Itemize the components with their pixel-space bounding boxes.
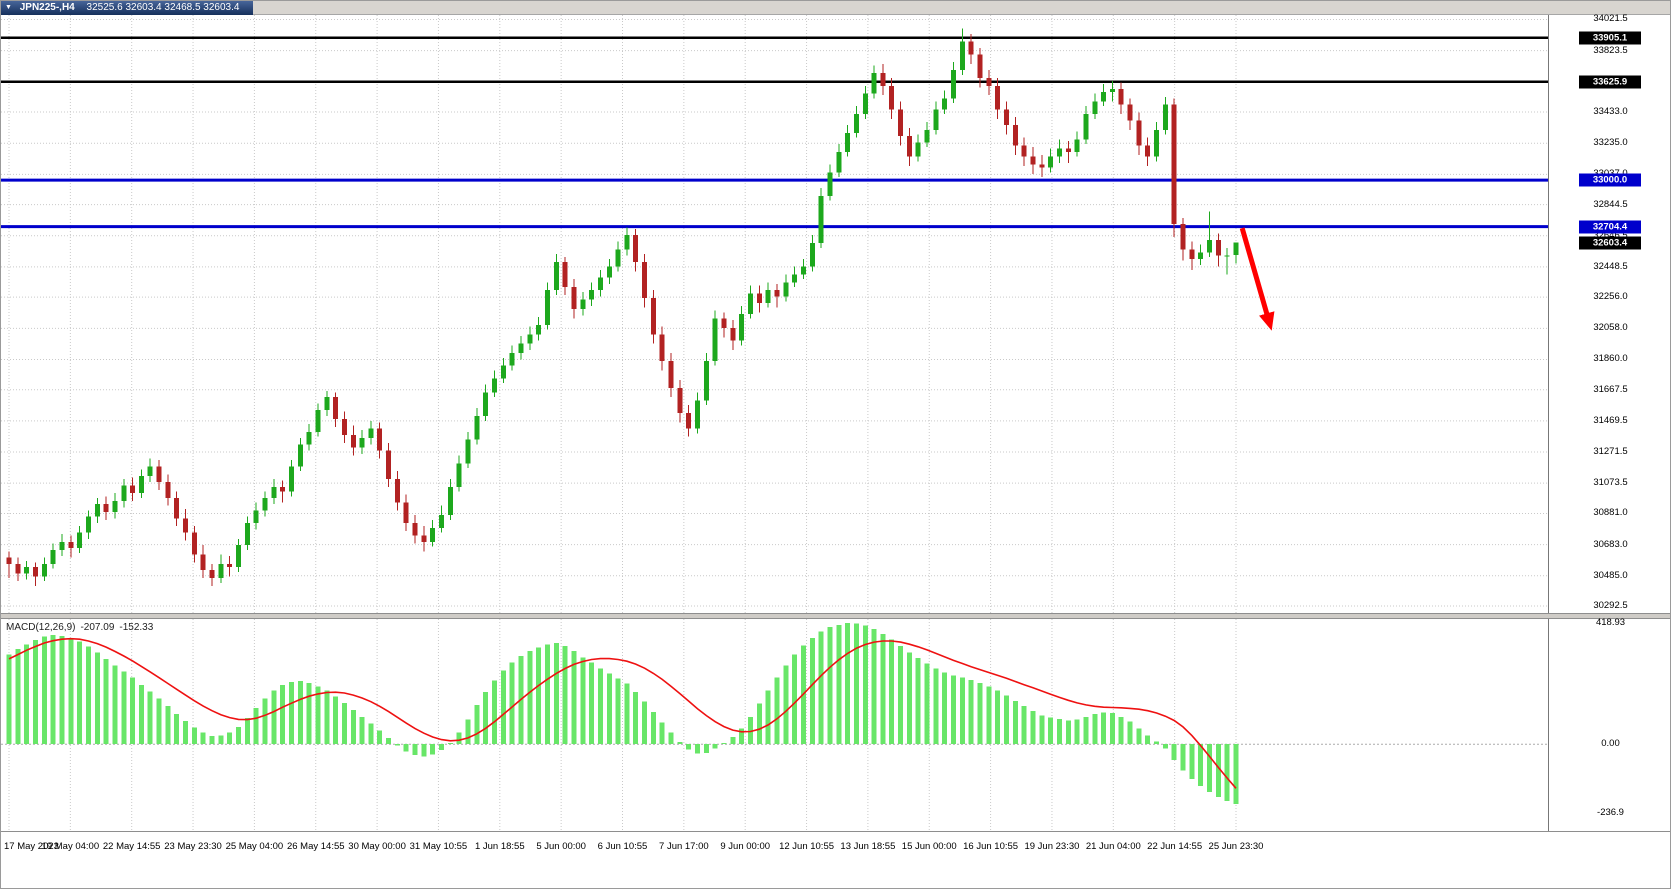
macd-canvas[interactable]: [1, 619, 1549, 831]
price-tick-label: 31667.5: [1593, 383, 1628, 395]
price-tick-label: 33433.0: [1593, 106, 1628, 118]
price-tick-label: 32844.5: [1593, 198, 1628, 210]
price-tick-label: 32646.5: [1549, 230, 1670, 241]
chart-titlebar[interactable]: ▼ JPN225-,H4 32525.6 32603.4 32468.5 326…: [1, 1, 1670, 15]
time-axis-label: 9 Jun 00:00: [720, 841, 771, 852]
price-grid: [1, 15, 1549, 613]
price-chart-pane: 34021.533823.533625.533433.033235.033037…: [1, 13, 1670, 613]
price-line-tag: 33000.0: [1579, 173, 1641, 187]
price-axis[interactable]: 34021.533823.533625.533433.033235.033037…: [1549, 13, 1670, 613]
time-axis-label: 22 Jun 14:55: [1147, 841, 1203, 852]
time-axis-label: 5 Jun 00:00: [536, 841, 586, 852]
macd-signal-line: [8, 637, 1237, 789]
time-axis-label: 19 May 04:00: [41, 841, 100, 852]
price-tick-label: 31073.5: [1593, 477, 1628, 489]
time-axis-label: 6 Jun 10:55: [597, 841, 648, 852]
price-tick-label: 33235.0: [1593, 137, 1628, 149]
down-arrow-annotation[interactable]: [1239, 227, 1275, 331]
price-chart-canvas[interactable]: [1, 15, 1549, 613]
price-tick-label: 30292.5: [1593, 600, 1628, 611]
price-tick-label: 32448.5: [1593, 260, 1628, 272]
time-axis-label: 17 May 2023: [4, 841, 59, 852]
chart-ohlc-readout: 32525.6 32603.4 32468.5 32603.4: [86, 2, 240, 13]
time-axis-label: 25 Jun 23:30: [1208, 841, 1264, 852]
macd-tick-label: 418.93: [1595, 617, 1626, 629]
current-price-tag: 32603.4: [1579, 236, 1641, 250]
time-axis-label: 25 May 04:00: [225, 841, 284, 852]
time-axis-label: 22 May 14:55: [102, 841, 161, 852]
price-tick-label: 31271.5: [1593, 446, 1628, 458]
price-tick-label: 31469.5: [1593, 414, 1628, 426]
chart-menu-icon[interactable]: ▼: [5, 4, 12, 11]
macd-histogram: [6, 623, 1239, 805]
macd-name: MACD(12,26,9): [6, 622, 76, 633]
horizontal-level-lines[interactable]: [1, 36, 1549, 229]
time-axis-label: 16 Jun 10:55: [963, 841, 1019, 852]
macd-pane: 418.93 0.00 -236.9 MACD(12,26,9) -207.09 -15…: [1, 617, 1670, 831]
time-axis-label: 21 Jun 04:00: [1085, 841, 1141, 852]
price-tick-label: 30683.0: [1593, 538, 1628, 550]
time-axis-label: 30 May 00:00: [348, 841, 406, 852]
macd-main-value: -207.09: [80, 622, 115, 633]
pane-splitter[interactable]: [1, 613, 1670, 619]
price-tick-label: 30485.0: [1593, 569, 1628, 581]
macd-signal-value: -152.33: [119, 622, 154, 633]
price-tick-label: 30881.0: [1593, 507, 1628, 519]
price-tick-label: 32256.0: [1593, 291, 1628, 303]
price-line-tag: 33905.1: [1579, 31, 1641, 45]
time-axis-label: 15 Jun 00:00: [901, 841, 957, 852]
price-tick-label: 33823.5: [1593, 44, 1628, 56]
price-line-tag: 32704.4: [1579, 220, 1641, 234]
price-tick-label: 34021.5: [1593, 13, 1628, 25]
time-axis-label: 12 Jun 10:55: [779, 841, 835, 852]
price-line-tag: 33625.9: [1579, 75, 1641, 89]
time-axis[interactable]: 17 May 2023 19 May 04:00 22 May 14:55 23 Ma…: [1, 831, 1670, 888]
time-axis-label: 31 May 10:55: [409, 841, 468, 852]
candles: [6, 28, 1239, 586]
time-axis-label: 19 Jun 23:30: [1024, 841, 1080, 852]
macd-indicator-label: MACD(12,26,9) -207.09 -152.33: [6, 622, 158, 633]
time-axis-label: 1 Jun 18:55: [474, 841, 525, 852]
time-axis-label: 26 May 14:55: [286, 841, 345, 852]
price-tick-label: 31860.0: [1593, 353, 1628, 365]
time-axis-label: 13 Jun 18:55: [840, 841, 896, 852]
macd-tick-label: -236.9: [1597, 806, 1624, 818]
macd-axis[interactable]: 418.93 0.00 -236.9: [1549, 617, 1670, 831]
time-axis-label: 23 May 23:30: [164, 841, 222, 852]
macd-tick-label: 0.00: [1601, 738, 1620, 750]
chart-title: JPN225-,H4: [19, 2, 75, 13]
price-tick-label: 32058.0: [1593, 322, 1628, 334]
chart-title-chip: ▼ JPN225-,H4 32525.6 32603.4 32468.5 326…: [1, 1, 254, 15]
time-axis-label: 7 Jun 17:00: [659, 841, 709, 852]
